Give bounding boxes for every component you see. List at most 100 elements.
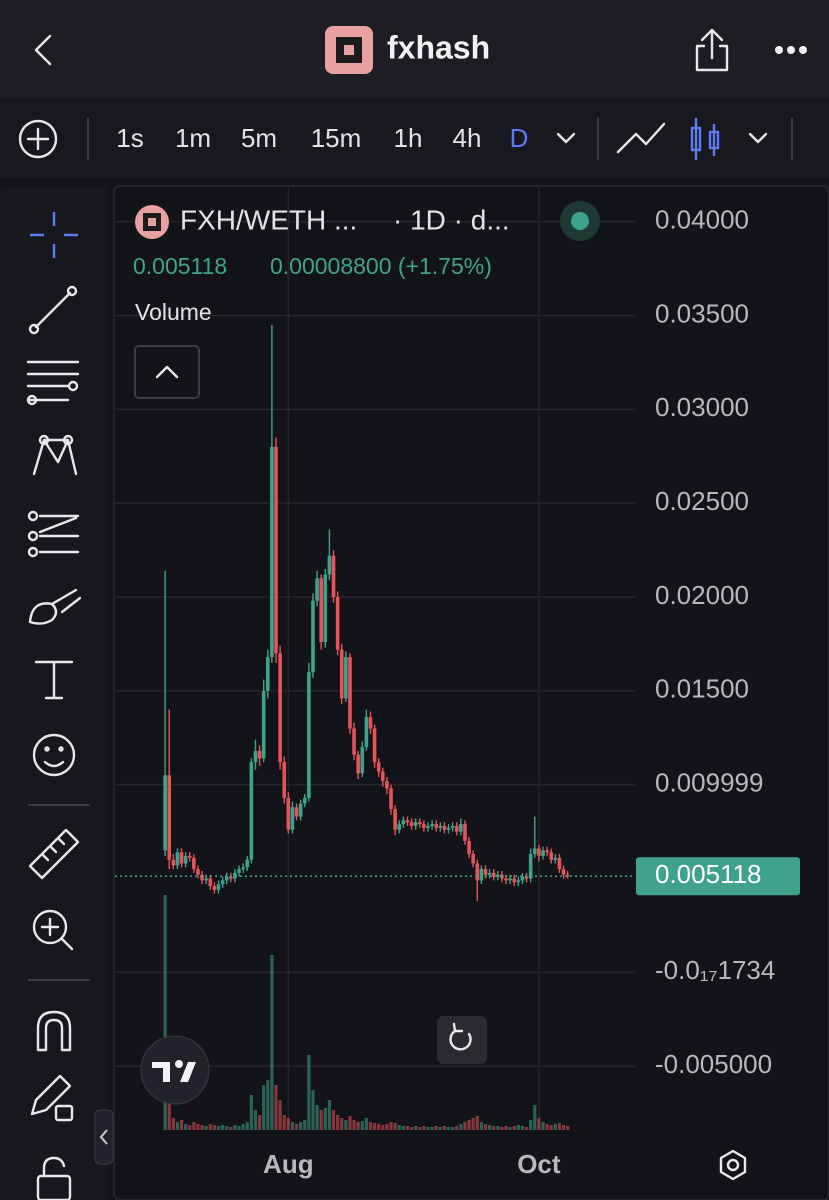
interval-button[interactable]: 1h	[394, 123, 423, 153]
candle-body	[541, 850, 545, 856]
interval-button[interactable]: 1s	[116, 123, 143, 153]
candle-body	[504, 878, 508, 881]
volume-bar	[397, 1125, 401, 1130]
symbol-interval: · 1D · d...	[393, 204, 510, 235]
interval-button[interactable]: 4h	[453, 123, 482, 153]
volume-bar	[216, 1126, 221, 1130]
crosshair-tool[interactable]	[30, 212, 78, 258]
candle-body	[335, 597, 340, 650]
unlock-tool[interactable]	[36, 1156, 72, 1200]
brush-tool[interactable]	[28, 588, 82, 625]
reset-view-button[interactable]	[437, 1016, 487, 1064]
candle-body	[434, 824, 439, 828]
chart-settings-button[interactable]	[719, 1149, 747, 1181]
app-title: fxhash	[387, 29, 490, 65]
interval-button[interactable]: 1m	[175, 123, 211, 153]
chart-type-dropdown[interactable]	[748, 132, 768, 144]
volume-bar	[545, 1124, 549, 1130]
volume-bar	[471, 1118, 475, 1130]
more-button[interactable]	[775, 46, 807, 54]
candle-body	[278, 653, 282, 763]
volume-bar	[520, 1126, 525, 1130]
ruler-tool[interactable]	[28, 828, 80, 880]
toolbar-collapse-tab[interactable]	[94, 1109, 114, 1165]
tradingview-mark	[175, 1060, 183, 1068]
candle-body	[175, 852, 180, 866]
trend-line-tool[interactable]	[28, 285, 78, 335]
candle-body	[360, 747, 365, 774]
candle-body	[401, 820, 406, 825]
lock-drawings-tool[interactable]	[30, 1074, 74, 1122]
candle-body	[294, 807, 299, 817]
add-indicator-icon	[26, 127, 50, 151]
volume-bar	[286, 1118, 290, 1130]
horizontal-lines-tool[interactable]	[26, 360, 80, 406]
candle-body	[430, 824, 434, 826]
candle-body	[463, 824, 467, 841]
candle-body	[224, 876, 229, 881]
interval-dropdown[interactable]	[556, 132, 576, 144]
candle-body	[245, 859, 250, 868]
volume-bar	[414, 1126, 418, 1130]
volume-bar	[508, 1127, 512, 1130]
volume-bar	[496, 1126, 500, 1130]
volume-bar	[524, 1127, 529, 1130]
fib-tool[interactable]	[27, 510, 80, 558]
interval-button[interactable]: D	[510, 123, 529, 153]
candle-body	[212, 886, 217, 890]
volume-bar	[241, 1124, 245, 1130]
volume-bar	[179, 1120, 184, 1130]
interval-button[interactable]: 15m	[311, 123, 362, 153]
candle-body	[192, 857, 196, 870]
candle-chart-button[interactable]	[690, 118, 720, 160]
line-chart-button[interactable]	[616, 122, 666, 154]
volume-bar	[537, 1118, 541, 1130]
candle-body	[183, 855, 188, 864]
last-price-badge	[636, 857, 800, 896]
candle-body	[413, 822, 418, 826]
candle-body	[196, 869, 200, 875]
pattern-tool[interactable]	[32, 434, 78, 476]
back-button[interactable]	[34, 34, 52, 66]
collapse-legend-button[interactable]	[134, 345, 200, 399]
zoom-tool[interactable]	[32, 909, 74, 951]
candle-body	[459, 824, 463, 832]
volume-bar	[348, 1116, 352, 1130]
interval-button[interactable]: 5m	[241, 123, 277, 153]
volume-bar	[196, 1124, 200, 1130]
symbol-name[interactable]: FXH/WETH ...	[180, 204, 357, 235]
candle-body	[417, 822, 422, 825]
text-tool[interactable]	[34, 660, 74, 700]
volume-bar	[163, 895, 167, 1130]
candle-body	[565, 874, 570, 877]
candle-body	[368, 717, 373, 729]
candle-body	[454, 825, 459, 832]
tradingview-logo[interactable]	[140, 1035, 210, 1105]
candle-body	[257, 750, 262, 759]
volume-bar	[331, 1110, 336, 1130]
volume-bar	[208, 1124, 212, 1130]
candle-body	[179, 852, 184, 864]
y-tick-label: 0.02500	[655, 486, 749, 516]
emoji-tool[interactable]	[32, 733, 76, 777]
y-tick-label: 0.01500	[655, 674, 749, 704]
volume-bar	[278, 1100, 282, 1130]
volume-bar	[167, 1090, 171, 1130]
candle-body	[496, 874, 500, 877]
candle-body	[389, 788, 393, 810]
candle-body	[479, 869, 484, 881]
candle-body	[339, 649, 344, 699]
magnet-tool[interactable]	[36, 1010, 72, 1052]
x-tick-label: Aug	[263, 1149, 314, 1179]
volume-bar	[393, 1123, 397, 1130]
candle-body	[311, 600, 315, 673]
candle-body	[249, 762, 254, 860]
share-button[interactable]	[695, 28, 729, 72]
volume-bar	[171, 1118, 175, 1130]
candle-body	[397, 824, 402, 830]
volume-bar	[561, 1125, 566, 1130]
volume-bar	[311, 1090, 315, 1130]
collapse-icon	[155, 365, 179, 379]
volume-bar	[422, 1126, 426, 1130]
add-indicator-button[interactable]	[18, 119, 58, 159]
